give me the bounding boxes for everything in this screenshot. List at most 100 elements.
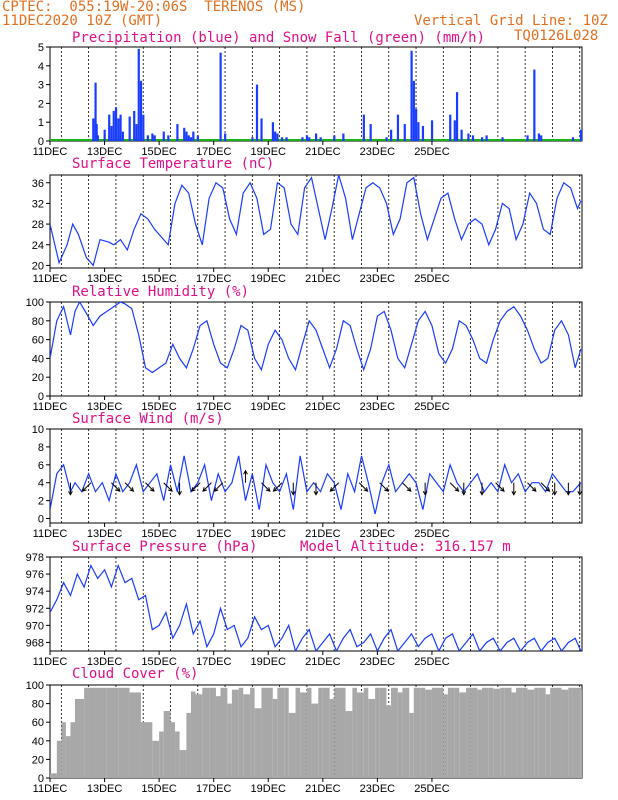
pressure-xtick-label: 19DEC xyxy=(251,656,287,668)
precip-bar xyxy=(526,135,529,141)
pressure-xtick-label: 25DEC xyxy=(414,656,450,668)
precip-bar xyxy=(305,135,309,141)
wind-arrow-head xyxy=(272,487,278,492)
cloud-xtick-label: 11DEC xyxy=(33,783,68,795)
cloud-bar xyxy=(375,687,380,778)
cloud-bar xyxy=(420,687,426,778)
cloud-bar xyxy=(352,687,357,778)
wind-xtick-label: 25DEC xyxy=(414,528,450,540)
cloud-bar xyxy=(300,692,307,778)
precip-xtick-label: 23DEC xyxy=(360,146,396,158)
wind-arrow xyxy=(329,482,340,492)
cloud-bar xyxy=(356,692,364,778)
cloud-bar xyxy=(345,711,353,778)
precip-bar xyxy=(121,131,124,141)
cloud-bar xyxy=(511,692,517,778)
cloud-bar xyxy=(329,698,335,778)
cloud-bar xyxy=(409,712,414,778)
precip-xtick-label: 11DEC xyxy=(33,146,68,158)
wind-arrow-head xyxy=(545,487,551,492)
precip-bar xyxy=(176,124,179,141)
wind-arrow-head xyxy=(81,487,87,492)
temp-ytick-label: 32 xyxy=(32,198,44,210)
precip-ytick-label: 2 xyxy=(38,98,44,110)
rh-xtick-label: 11DEC xyxy=(33,401,68,413)
rh-xtick-label: 13DEC xyxy=(87,401,123,413)
precip-bar xyxy=(333,135,336,141)
cloud-bar xyxy=(431,687,437,778)
cloud-bar xyxy=(447,687,455,778)
precip-bar xyxy=(480,137,484,141)
precip-ytick-label: 1 xyxy=(38,117,44,129)
precip-bar xyxy=(280,137,284,141)
precip-bar xyxy=(319,137,322,141)
cloud-bar xyxy=(477,689,482,778)
precip-bar xyxy=(196,135,199,141)
cloud-bar xyxy=(561,689,569,778)
precip-bar xyxy=(369,124,372,141)
wind-arrow-head xyxy=(265,487,271,492)
cloud-bar xyxy=(118,687,130,778)
precip-xtick-label: 21DEC xyxy=(305,146,341,158)
precip-bar xyxy=(103,129,106,141)
cloud-bar xyxy=(50,773,57,778)
cloud-bar xyxy=(443,694,448,778)
wind-ytick-label: 8 xyxy=(38,442,44,454)
wind-ytick-label: 2 xyxy=(38,496,44,508)
cloud-ytick-label: 60 xyxy=(32,717,44,729)
wind-xtick-label: 19DEC xyxy=(251,528,287,540)
cloud-ytick-label: 80 xyxy=(32,699,44,711)
cloud-bar xyxy=(265,687,273,778)
cloud-bar xyxy=(250,687,255,778)
wind-arrow xyxy=(202,482,212,492)
pressure-frame xyxy=(49,556,583,652)
cloud-bar xyxy=(500,687,505,778)
temp-ytick-label: 28 xyxy=(32,219,44,231)
pressure-ytick-label: 972 xyxy=(26,603,44,615)
wind-arrow-head xyxy=(68,490,73,496)
cloud-bar xyxy=(190,691,196,778)
precip-title: Precipitation (blue) and Snow Fall (gree… xyxy=(72,30,485,46)
cloud-ytick-label: 100 xyxy=(26,680,44,692)
wind-arrow-head xyxy=(177,490,182,496)
cloud-bar xyxy=(129,692,141,778)
rh-frame xyxy=(49,301,583,397)
precip-bar xyxy=(501,137,504,141)
precip-bar xyxy=(133,110,136,141)
precip-bar xyxy=(219,52,222,141)
temp-xtick-label: 15DEC xyxy=(141,273,177,285)
cloud-bar xyxy=(215,696,221,778)
cloud-bar xyxy=(140,722,153,778)
cloud-bar xyxy=(295,687,301,778)
rh-xtick-label: 21DEC xyxy=(305,401,341,413)
precip-bar xyxy=(192,131,195,141)
temp-panel: 20 24 28 32 36 11DEC 13DEC 15DEC 17DEC 19DEC 21DEC… xyxy=(32,156,583,285)
precip-bar xyxy=(540,135,543,141)
cloud-bar xyxy=(534,687,539,778)
precip-bar xyxy=(276,133,279,141)
cloud-bar xyxy=(170,722,176,778)
wind-ytick-label: 0 xyxy=(38,514,44,526)
precip-bar xyxy=(308,137,311,141)
precip-bar xyxy=(108,114,111,141)
cloud-title: Cloud Cover (%) xyxy=(72,666,198,682)
precip-ytick-label: 3 xyxy=(38,80,44,92)
precip-bar xyxy=(285,137,288,141)
pressure-ytick-label: 974 xyxy=(26,586,44,598)
temp-xtick-label: 13DEC xyxy=(87,273,123,285)
cloud-bar xyxy=(550,687,557,778)
cloud-bar xyxy=(493,688,501,778)
header-station: CPTEC: 055:19W-20:06S TERENOS (MS) xyxy=(2,0,306,15)
temp-xtick-label: 21DEC xyxy=(305,273,341,285)
precip-bar xyxy=(460,129,463,141)
rh-ytick-label: 80 xyxy=(32,316,44,328)
header-code: TQ0126L028 xyxy=(514,28,599,44)
precip-bar xyxy=(146,135,149,141)
cloud-bar xyxy=(152,740,160,778)
cloud-bar xyxy=(341,687,346,778)
cloud-bar xyxy=(527,689,535,778)
precip-bar xyxy=(110,125,113,141)
wind-arrow-head xyxy=(202,487,207,492)
wind-arrow-head xyxy=(577,490,583,496)
precip-bar xyxy=(162,131,165,141)
